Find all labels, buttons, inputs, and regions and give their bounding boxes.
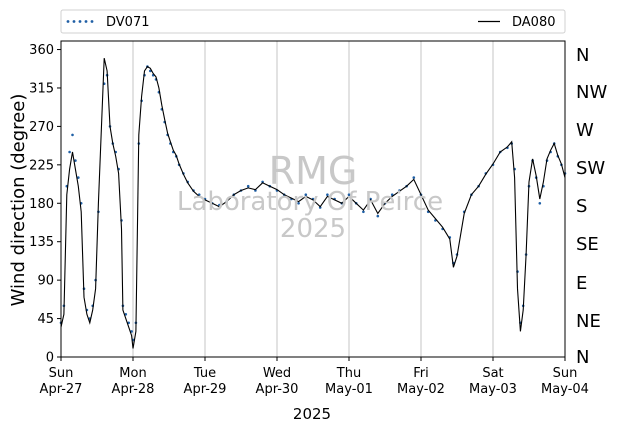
x-tick-label-day: Sun xyxy=(553,366,578,381)
y-tick-label: 360 xyxy=(29,43,54,58)
compass-label: N xyxy=(576,45,589,66)
data-point-dv071 xyxy=(68,150,71,154)
x-tick-label-day: Thu xyxy=(336,366,361,381)
data-point-dv071 xyxy=(71,133,74,137)
data-point-dv071 xyxy=(538,202,542,205)
compass-label: NW xyxy=(576,82,607,103)
y-tick-label: 90 xyxy=(37,274,54,289)
compass-label: NE xyxy=(576,311,601,332)
compass-label: SE xyxy=(576,234,599,255)
data-point-dv071 xyxy=(77,176,80,179)
compass-label: SW xyxy=(576,158,605,179)
x-tick-label-date: Apr-29 xyxy=(184,382,227,397)
data-point-dv071 xyxy=(326,193,329,196)
x-tick-label-day: Sun xyxy=(49,366,74,381)
data-point-dv071 xyxy=(304,193,308,196)
y-tick-label: 270 xyxy=(29,120,54,135)
y-tick-label: 315 xyxy=(29,81,54,96)
plot-area xyxy=(59,40,567,358)
watermark: RMG Laboratory Of Peirce 2025 xyxy=(177,149,443,244)
x-axis-ticks: SunApr-27MonApr-28TueApr-29WedApr-30ThuM… xyxy=(40,357,589,397)
x-tick-label-date: May-02 xyxy=(397,382,445,397)
watermark-line2: Laboratory Of Peirce xyxy=(177,187,443,217)
x-tick-label-date: Apr-27 xyxy=(40,382,83,397)
data-point-dv071 xyxy=(347,193,351,196)
compass-label: N xyxy=(576,347,589,368)
watermark-line3: 2025 xyxy=(280,214,346,244)
watermark-line1: RMG xyxy=(269,149,358,193)
x-tick-label-day: Fri xyxy=(413,366,429,381)
x-tick-label-date: Apr-28 xyxy=(112,382,155,397)
y-tick-label: 225 xyxy=(29,158,54,173)
x-tick-label-date: Apr-30 xyxy=(256,382,299,397)
data-point-dv071 xyxy=(74,159,77,162)
data-point-dv071 xyxy=(246,184,250,188)
x-tick-label-date: May-03 xyxy=(469,382,517,397)
x-tick-label-day: Tue xyxy=(193,366,216,381)
data-point-dv071 xyxy=(124,313,128,316)
x-tick-label-day: Wed xyxy=(263,366,291,381)
y-axis-ticks: 0 45 90 135 180 225 270 315 360 xyxy=(29,43,61,366)
legend-label-da080: DA080 xyxy=(512,15,556,30)
x-tick-label-day: Mon xyxy=(119,366,146,381)
legend-swatch-dv071 xyxy=(66,20,94,23)
compass-label: S xyxy=(576,196,587,217)
data-point-dv071 xyxy=(412,176,416,179)
plot-frame xyxy=(60,40,566,358)
compass-label: W xyxy=(576,120,594,141)
y-tick-label: 45 xyxy=(37,312,54,327)
compass-label: E xyxy=(576,273,587,294)
x-tick-label-date: May-01 xyxy=(325,382,373,397)
x-axis-label: 2025 xyxy=(293,405,331,423)
series-line-da080 xyxy=(60,57,566,349)
y-tick-label: 180 xyxy=(29,197,54,212)
y-tick-label: 135 xyxy=(29,235,54,250)
data-point-dv071 xyxy=(297,202,300,205)
x-tick-label-day: Sat xyxy=(482,366,503,381)
compass-axis: N NW W SW S SE E NE N xyxy=(576,45,607,368)
data-point-dv071 xyxy=(318,206,322,209)
y-tick-label: 0 xyxy=(46,351,54,366)
legend: DV071 DA080 xyxy=(60,9,566,34)
data-point-dv071 xyxy=(127,321,130,325)
y-axis-label: Wind direction (degree) xyxy=(8,94,29,307)
x-tick-label-date: May-04 xyxy=(541,382,589,397)
data-point-dv071 xyxy=(362,210,365,214)
legend-label-dv071: DV071 xyxy=(106,15,150,30)
data-point-dv071 xyxy=(376,214,380,218)
